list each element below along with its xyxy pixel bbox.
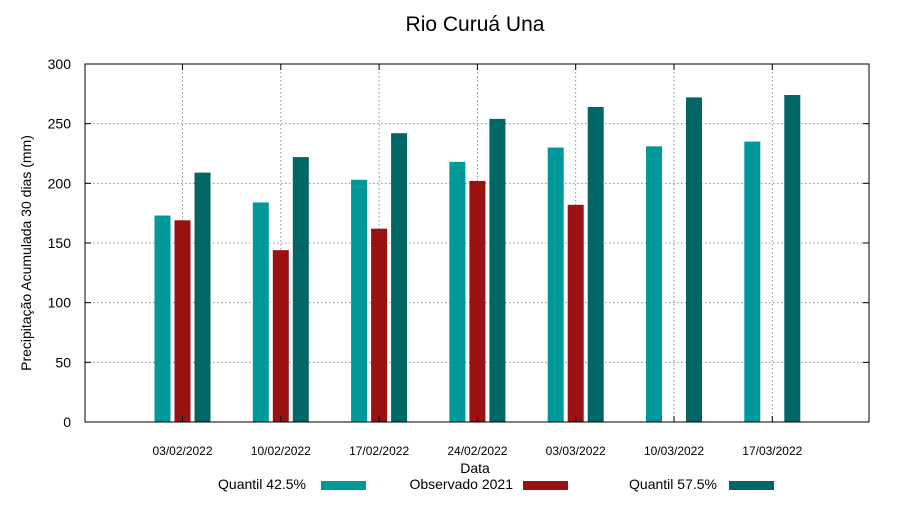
legend-swatch: [523, 481, 568, 490]
bar-2-1: [292, 157, 309, 422]
legend-swatch: [321, 481, 366, 490]
legend-label: Quantil 42.5%: [218, 476, 306, 492]
bar-2-6: [784, 95, 801, 422]
bars: [154, 95, 801, 423]
y-tick-label: 150: [48, 235, 72, 251]
legend: Quantil 42.5% Observado 2021 Quantil 57.5%: [218, 476, 774, 492]
bar-2-2: [391, 133, 408, 423]
bar-0-5: [646, 146, 662, 422]
legend-label: Observado 2021: [409, 476, 513, 492]
y-tick-label: 50: [55, 354, 71, 370]
x-tick-label: 03/03/2022: [546, 444, 606, 458]
bar-1-1: [272, 250, 289, 422]
bar-0-2: [351, 179, 368, 422]
y-tick-label: 0: [63, 414, 71, 430]
bar-1-2: [371, 228, 388, 422]
bar-2-5: [686, 97, 702, 422]
x-tick-label: 17/03/2022: [742, 444, 802, 458]
bar-0-0: [154, 215, 171, 422]
x-tick-label: 17/02/2022: [349, 444, 409, 458]
bar-1-3: [469, 180, 486, 422]
bar-1-0: [174, 220, 191, 422]
bar-0-1: [252, 202, 269, 422]
y-axis-ticks: 0 50 100 150 200 250 300: [48, 56, 869, 430]
x-tick-label: 10/03/2022: [644, 444, 704, 458]
legend-label: Quantil 57.5%: [629, 476, 717, 492]
bar-0-4: [547, 147, 564, 423]
y-tick-label: 300: [48, 56, 72, 72]
bar-2-4: [587, 106, 604, 423]
x-axis-ticks: 03/02/2022 10/02/2022 17/02/2022 24/02/2022…: [152, 64, 803, 458]
bar-2-0: [194, 172, 211, 422]
x-tick-label: 10/02/2022: [251, 444, 311, 458]
y-axis-label: Precipitação Acumulada 30 dias (mm): [18, 135, 34, 371]
x-tick-label: 03/02/2022: [152, 444, 212, 458]
y-tick-label: 100: [48, 295, 72, 311]
x-tick-label: 24/02/2022: [447, 444, 507, 458]
bar-0-3: [449, 161, 466, 422]
legend-swatch: [729, 481, 774, 490]
chart-title: Rio Curuá Una: [406, 13, 545, 36]
bar-0-6: [744, 141, 761, 423]
x-axis-label: Data: [460, 460, 490, 476]
bar-1-4: [567, 204, 584, 422]
y-tick-label: 200: [48, 175, 72, 191]
bar-2-3: [489, 118, 506, 422]
y-tick-label: 250: [48, 116, 72, 132]
